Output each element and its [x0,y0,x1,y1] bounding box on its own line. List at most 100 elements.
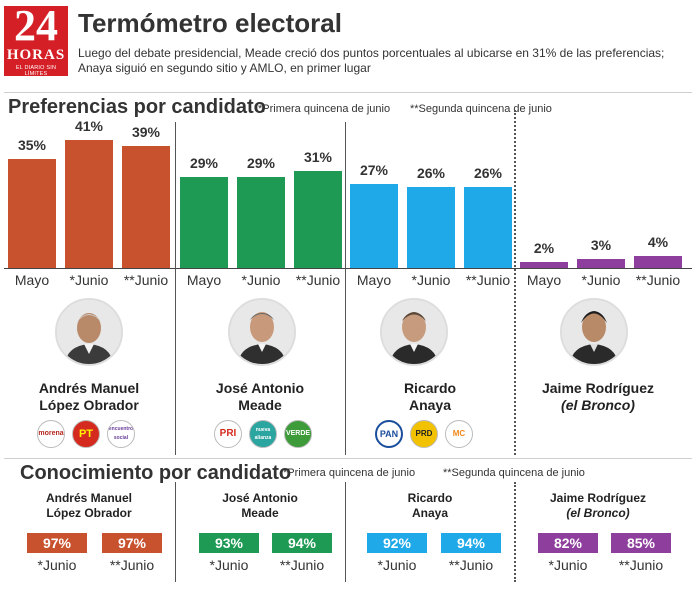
amlo-value-junio-2: 39% [131,124,161,140]
bronco-name-line-1: Jaime Rodríguez [541,380,655,396]
bronco-bar-junio-2 [634,256,682,268]
anaya-tick-junio-2: **Junio [465,272,511,288]
meade-label-junio-2: **Junio [279,557,325,573]
anaya-label-junio-1: *Junio [377,557,417,573]
nueva-alianza-logo-icon: nueva alianza [249,420,277,448]
meade-name: José Antonio Meade [180,380,340,414]
bronco-value-mayo: 2% [533,240,555,256]
bronco-conocimiento-name-line-1: Jaime Rodríguez [549,491,647,505]
separator-2 [345,122,346,455]
anaya-name-line-1: Ricardo [403,380,457,396]
meade-tick-junio-1: *Junio [241,272,281,288]
preferencias-chart: 35% Mayo 41% *Junio 39% **Junio 29% Mayo 29% *Jun… [8,118,682,288]
separator-4 [175,482,176,582]
amlo-label-junio-1: *Junio [37,557,77,573]
section-divider [4,458,692,459]
amlo-tick-mayo: Mayo [14,272,50,288]
meade-conocimiento-name-line-1: José Antonio [222,491,298,505]
meade-conocimiento-name: José Antonio Meade [180,491,340,521]
anaya-name: Ricardo Anaya [350,380,510,414]
anaya-conocimiento-name-line-2: Anaya [411,506,449,520]
separator-5 [345,482,346,582]
amlo-conocimiento-name: Andrés Manuel López Obrador [9,491,169,521]
bronco-value-junio-2: 4% [647,234,669,250]
amlo-name-line-1: Andrés Manuel [38,380,140,396]
pt-logo-icon: PT [72,420,100,448]
page-title: Termómetro electoral [78,8,342,38]
separator-6 [514,482,516,582]
encuentro-social-logo-icon: encuentro social [107,420,135,448]
page-subtitle: Luego del debate presidencial, Meade cre… [78,46,678,76]
meade-conocimiento-junio-1: 93% [199,533,259,553]
amlo-tick-junio-1: *Junio [69,272,109,288]
amlo-bar-mayo [8,159,56,268]
anaya-bar-mayo [350,184,398,268]
brand-word: HORAS [6,47,66,63]
amlo-name: Andrés Manuel López Obrador [9,380,169,414]
bronco-conocimiento-name: Jaime Rodríguez (el Bronco) [518,491,678,521]
meade-name-line-2: Meade [238,397,282,413]
anaya-value-junio-1: 26% [416,165,446,181]
bronco-value-junio-1: 3% [590,237,612,253]
pri-logo-icon: PRI [214,420,242,448]
amlo-value-junio-1: 41% [74,118,104,134]
anaya-value-mayo: 27% [359,162,389,178]
meade-tick-mayo: Mayo [186,272,222,288]
anaya-tick-junio-1: *Junio [411,272,451,288]
prd-logo-icon: PRD [410,420,438,448]
bronco-label-junio-1: *Junio [548,557,588,573]
meade-bar-junio-1 [237,177,285,268]
verde-logo-icon: VERDE [284,420,312,448]
meade-name-line-1: José Antonio [215,380,305,396]
chart-baseline [4,268,692,269]
anaya-conocimiento-name: Ricardo Anaya [350,491,510,521]
movimiento-ciudadano-logo-icon: MC [445,420,473,448]
meade-value-mayo: 29% [189,155,219,171]
conocimiento-title: Conocimiento por candidato [20,462,292,484]
amlo-label-junio-2: **Junio [109,557,155,573]
anaya-conocimiento-name-line-1: Ricardo [407,491,453,505]
conocimiento-note-1: *Primera quincena de junio [283,467,416,479]
amlo-conocimiento-junio-1: 97% [27,533,87,553]
meade-label-junio-1: *Junio [209,557,249,573]
meade-value-junio-2: 31% [303,149,333,165]
amlo-conocimiento-name-line-1: Andrés Manuel [45,491,132,505]
bronco-tick-junio-2: **Junio [635,272,681,288]
anaya-tick-mayo: Mayo [356,272,392,288]
amlo-tick-junio-2: **Junio [123,272,169,288]
bronco-bar-mayo [520,262,568,268]
anaya-label-junio-2: **Junio [448,557,494,573]
bronco-conocimiento-junio-2: 85% [611,533,671,553]
pan-logo-icon: PAN [375,420,403,448]
amlo-photo [55,298,123,366]
brand-tagline: EL DIARIO SIN LÍMITES [15,65,57,77]
amlo-conocimiento-name-line-2: López Obrador [46,506,132,520]
amlo-value-mayo: 35% [17,137,47,153]
separator-3 [514,110,516,455]
bronco-label-junio-2: **Junio [618,557,664,573]
anaya-bar-junio-1 [407,187,455,268]
bronco-name-line-2: (el Bronco) [561,397,635,413]
meade-tick-junio-2: **Junio [295,272,341,288]
subtitle-line-1: Luego del debate presidencial, Meade cre… [78,46,665,60]
meade-conocimiento-junio-2: 94% [272,533,332,553]
meade-conocimiento-name-line-2: Meade [241,506,279,520]
meade-bar-mayo [180,177,228,268]
bronco-photo [560,298,628,366]
brand-number: 24 [14,1,58,50]
bronco-conocimiento-name-line-2: (el Bronco) [566,506,630,520]
separator-1 [175,122,176,455]
anaya-bar-junio-2 [464,187,512,268]
header-divider [4,92,692,93]
anaya-conocimiento-junio-2: 94% [441,533,501,553]
preferencias-note-2: **Segunda quincena de junio [410,103,552,115]
morena-logo-icon: morena [37,420,65,448]
bronco-conocimiento-junio-1: 82% [538,533,598,553]
amlo-bar-junio-2 [122,146,170,268]
preferencias-title: Preferencias por candidato [8,96,266,118]
subtitle-line-2: Anaya siguió en segundo sitio y AMLO, en… [78,61,371,75]
anaya-photo [380,298,448,366]
amlo-name-line-2: López Obrador [39,397,139,413]
amlo-bar-junio-1 [65,140,113,268]
meade-value-junio-1: 29% [246,155,276,171]
